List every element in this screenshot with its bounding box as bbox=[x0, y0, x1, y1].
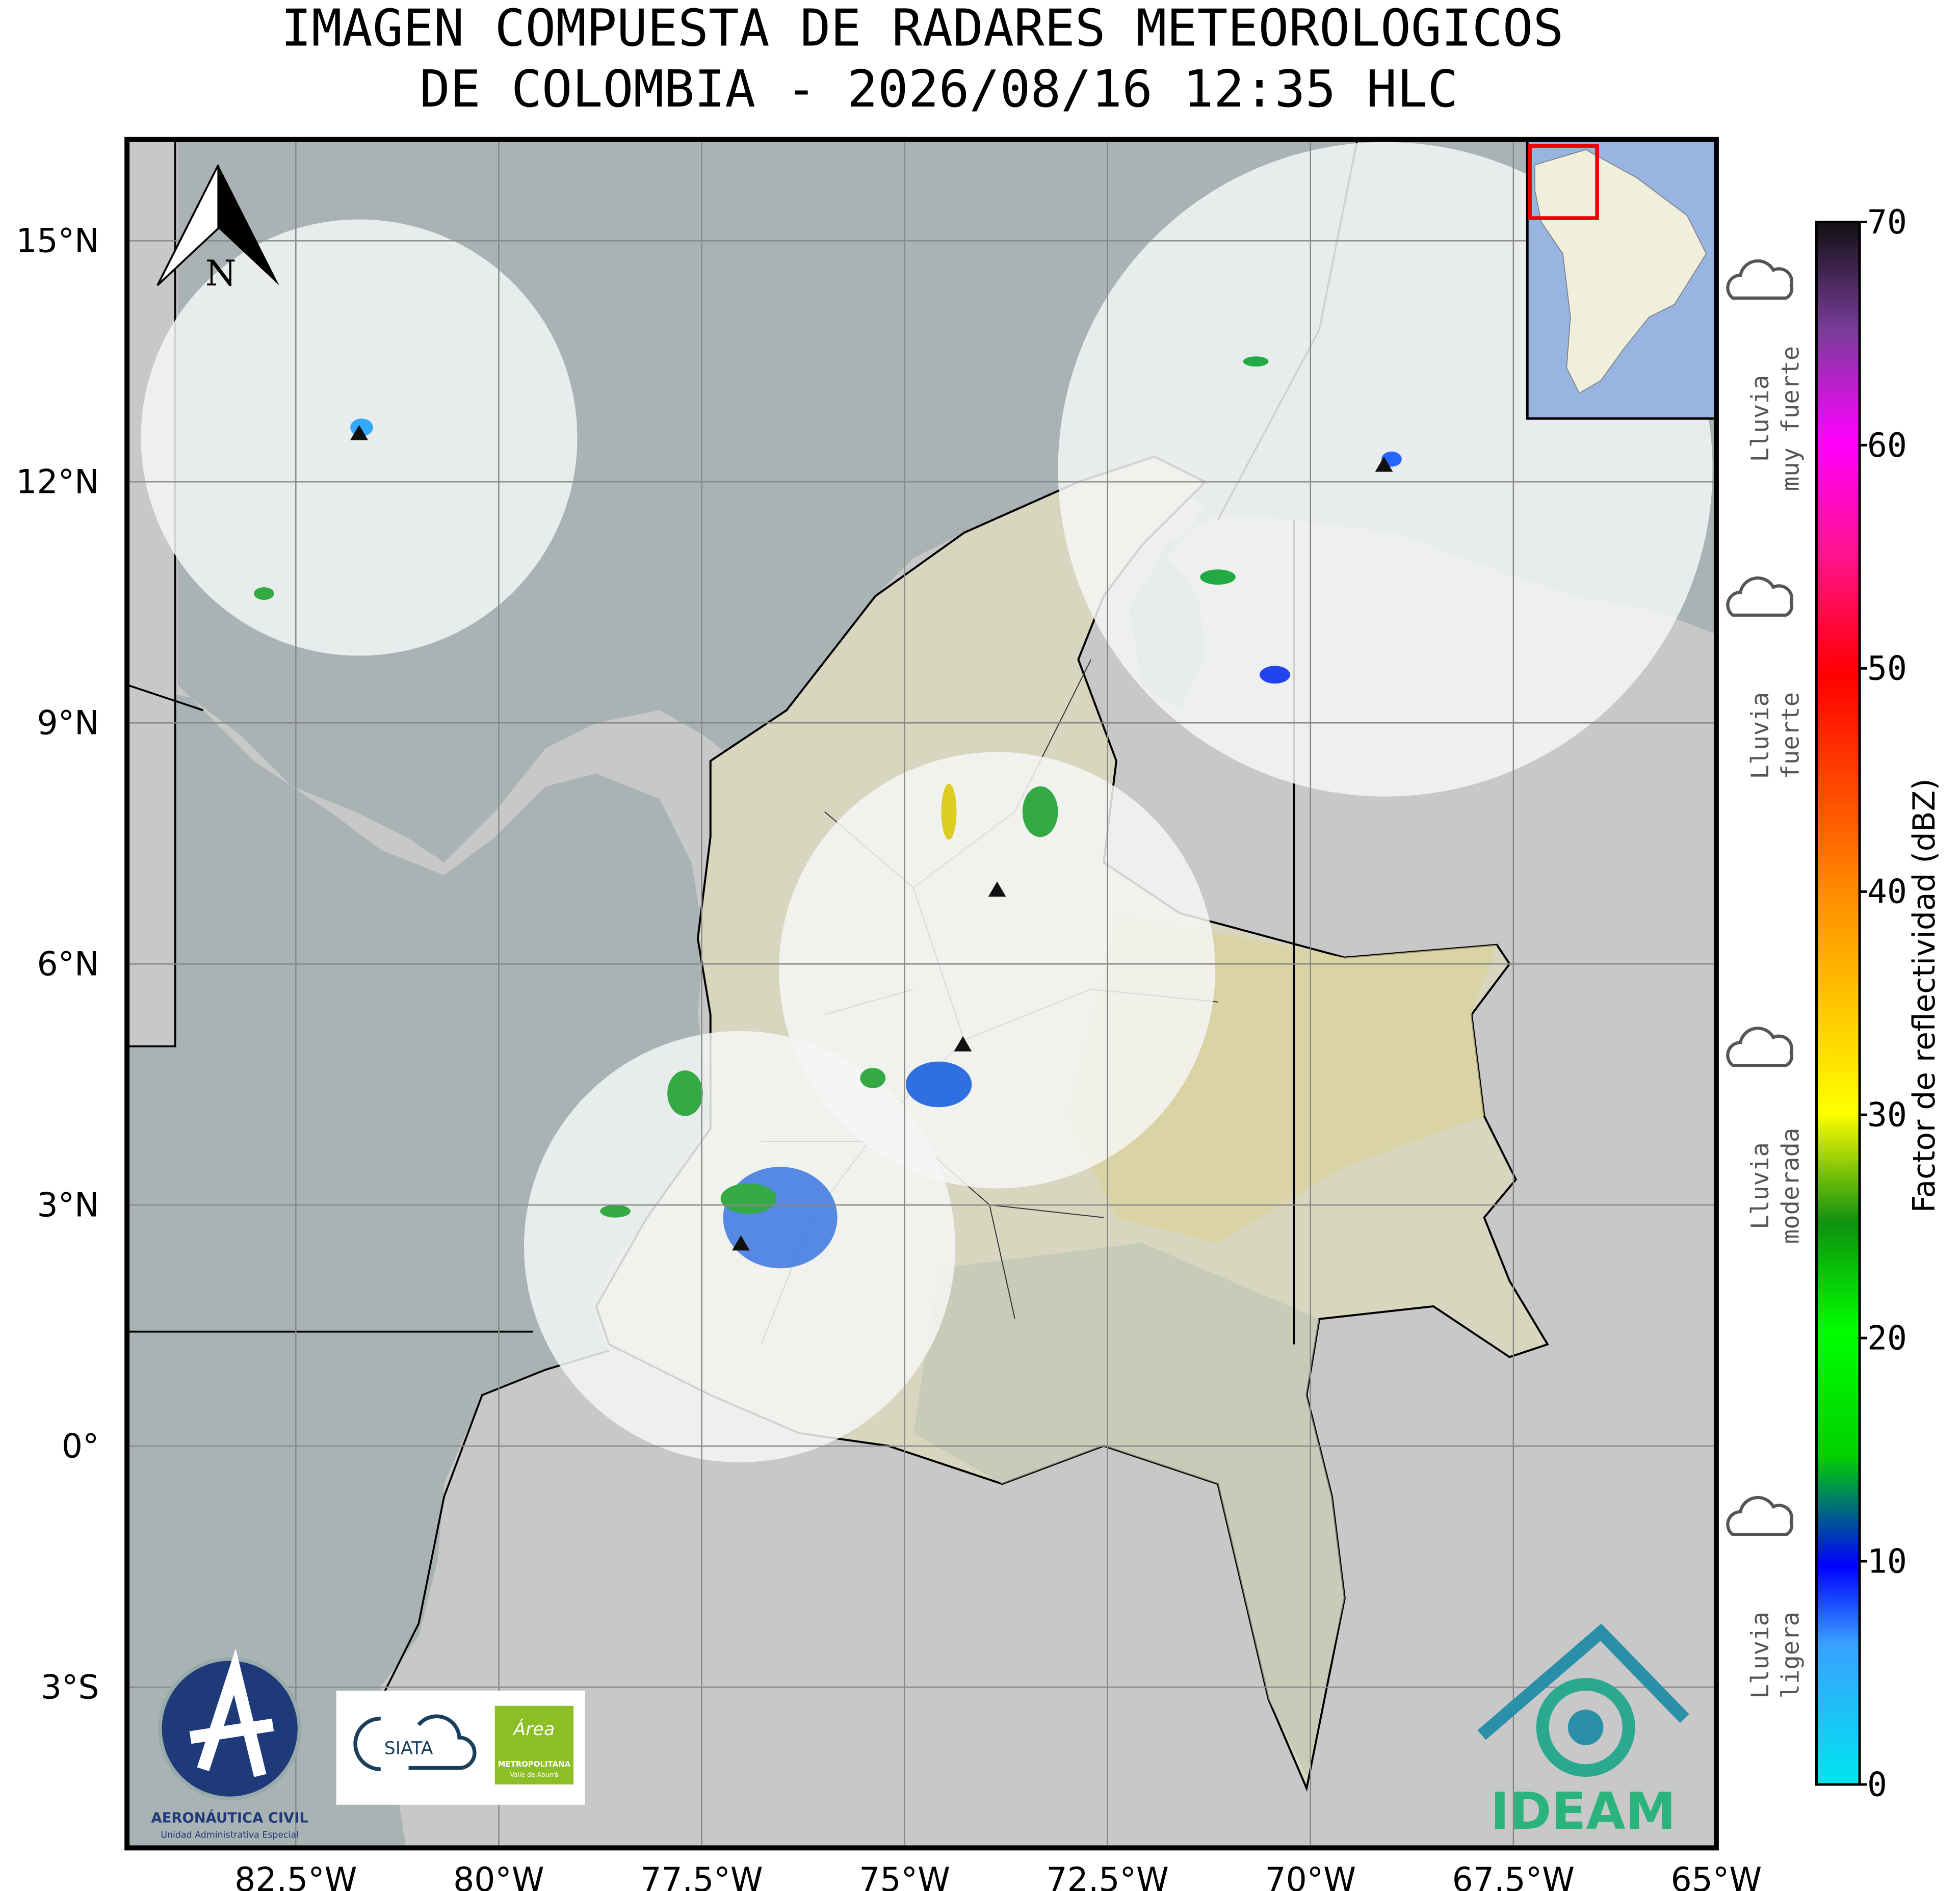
aerocivil-logo: AERONÁUTICA CIVIL Unidad Administrativa … bbox=[151, 1648, 308, 1840]
rain-legend-label: Lluvia bbox=[1746, 1142, 1774, 1229]
cloud-icon bbox=[1726, 259, 1794, 300]
logo-text: METROPOLITANA bbox=[498, 1759, 571, 1769]
radar-circle bbox=[779, 752, 1216, 1189]
logo-text: AERONÁUTICA CIVIL bbox=[151, 1810, 308, 1826]
echo bbox=[600, 1204, 631, 1218]
echo bbox=[1260, 666, 1290, 684]
lat-tick-label: 3°N bbox=[37, 1187, 99, 1225]
echoes bbox=[253, 356, 1402, 1269]
echo bbox=[253, 587, 274, 600]
echo bbox=[1022, 786, 1058, 837]
lat-tick-label: 3°S bbox=[41, 1668, 99, 1706]
colorbar-ticks: 0 10 20 30 40 50 60 70 Factor de reflectividad (… bbox=[1860, 203, 1942, 1804]
logo-text: IDEAM bbox=[1491, 1782, 1676, 1841]
colorbar-tick-label: 60 bbox=[1867, 427, 1907, 465]
logo-text: Área bbox=[512, 1718, 555, 1740]
radar-site bbox=[988, 881, 1006, 897]
logo-text: Valle de Aburrá bbox=[510, 1771, 558, 1778]
colorbar-tick-label: 40 bbox=[1867, 873, 1907, 911]
radar-site bbox=[732, 1235, 750, 1251]
colorbar bbox=[1815, 220, 1861, 1786]
lat-tick-label: 9°N bbox=[37, 704, 99, 743]
echo bbox=[860, 1068, 886, 1088]
logo-text: SIATA bbox=[384, 1738, 433, 1758]
logo-text: Unidad Administrativa Especial bbox=[161, 1830, 299, 1840]
colorbar-tick-label: 10 bbox=[1867, 1542, 1907, 1581]
axes: 82.5°W 80°W 77.5°W 75°W 72.5°W 70°W 67.5°W 65°W… bbox=[16, 222, 1762, 1891]
amazon-region bbox=[913, 1243, 1345, 1776]
lat-tick-label: 6°N bbox=[37, 946, 99, 984]
graticule bbox=[127, 139, 1716, 1848]
rain-legend-label: Lluvia bbox=[1746, 375, 1774, 462]
echo bbox=[905, 1061, 972, 1108]
inset-map bbox=[1526, 139, 1716, 420]
pacific-ocean bbox=[127, 685, 711, 1848]
rain-legend-label: Lluvia bbox=[1746, 1612, 1774, 1699]
title-line: IMAGEN COMPUESTA DE RADARES METEOROLOGIC… bbox=[281, 0, 1563, 58]
lon-tick-label: 75°W bbox=[859, 1861, 950, 1891]
echo bbox=[667, 1070, 703, 1116]
radar-sites bbox=[350, 425, 1393, 1251]
lon-tick-label: 82.5°W bbox=[234, 1861, 357, 1891]
rain-legend-label: moderada bbox=[1777, 1128, 1805, 1244]
rain-legend-label: muy fuerte bbox=[1777, 346, 1805, 491]
lon-tick-label: 77.5°W bbox=[640, 1861, 763, 1891]
rain-legend-label: Lluvia bbox=[1746, 692, 1774, 779]
north-label: N bbox=[205, 253, 237, 294]
lon-tick-label: 65°W bbox=[1671, 1861, 1762, 1891]
echo bbox=[1200, 569, 1236, 585]
lon-tick-label: 67.5°W bbox=[1452, 1861, 1575, 1891]
colorbar-label: Factor de reflectividad (dBZ) bbox=[1907, 778, 1942, 1213]
radar-site bbox=[350, 425, 368, 440]
colorbar-tick-label: 0 bbox=[1867, 1766, 1887, 1804]
rain-legend-label: fuerte bbox=[1777, 692, 1805, 779]
cloud-icon bbox=[1726, 1495, 1794, 1536]
lon-tick-label: 80°W bbox=[453, 1861, 544, 1891]
echo bbox=[941, 783, 957, 840]
colorbar-tick-label: 20 bbox=[1867, 1320, 1907, 1358]
lat-tick-label: 15°N bbox=[16, 222, 99, 260]
lon-tick-label: 70°W bbox=[1265, 1861, 1356, 1891]
cloud-icon bbox=[1726, 576, 1794, 617]
radar-site bbox=[1375, 456, 1393, 472]
map-frame bbox=[124, 137, 1719, 1851]
radar-site bbox=[954, 1036, 972, 1052]
ideam-logo: IDEAM bbox=[1477, 1623, 1689, 1841]
map-body: N AERONÁUTICA CIVIL Unidad Administrativ… bbox=[127, 139, 1716, 1848]
rain-legend-label: ligera bbox=[1777, 1612, 1805, 1699]
lat-tick-label: 0° bbox=[62, 1428, 99, 1466]
colorbar-tick-label: 50 bbox=[1867, 650, 1907, 688]
colorbar-tick-label: 30 bbox=[1867, 1096, 1907, 1135]
central-america bbox=[127, 139, 175, 1046]
cloud-icon bbox=[1726, 1027, 1794, 1067]
echo bbox=[1243, 356, 1269, 367]
echo bbox=[720, 1183, 777, 1214]
lat-tick-label: 12°N bbox=[16, 463, 99, 502]
lon-tick-label: 72.5°W bbox=[1047, 1861, 1169, 1891]
echo bbox=[723, 1167, 838, 1269]
title-line: DE COLOMBIA - 2026/08/16 12:35 HLC bbox=[420, 60, 1458, 119]
siata-area-logo: SIATA Área METROPOLITANA Valle de Aburrá bbox=[336, 1690, 585, 1805]
colorbar-tick-label: 70 bbox=[1867, 203, 1907, 242]
